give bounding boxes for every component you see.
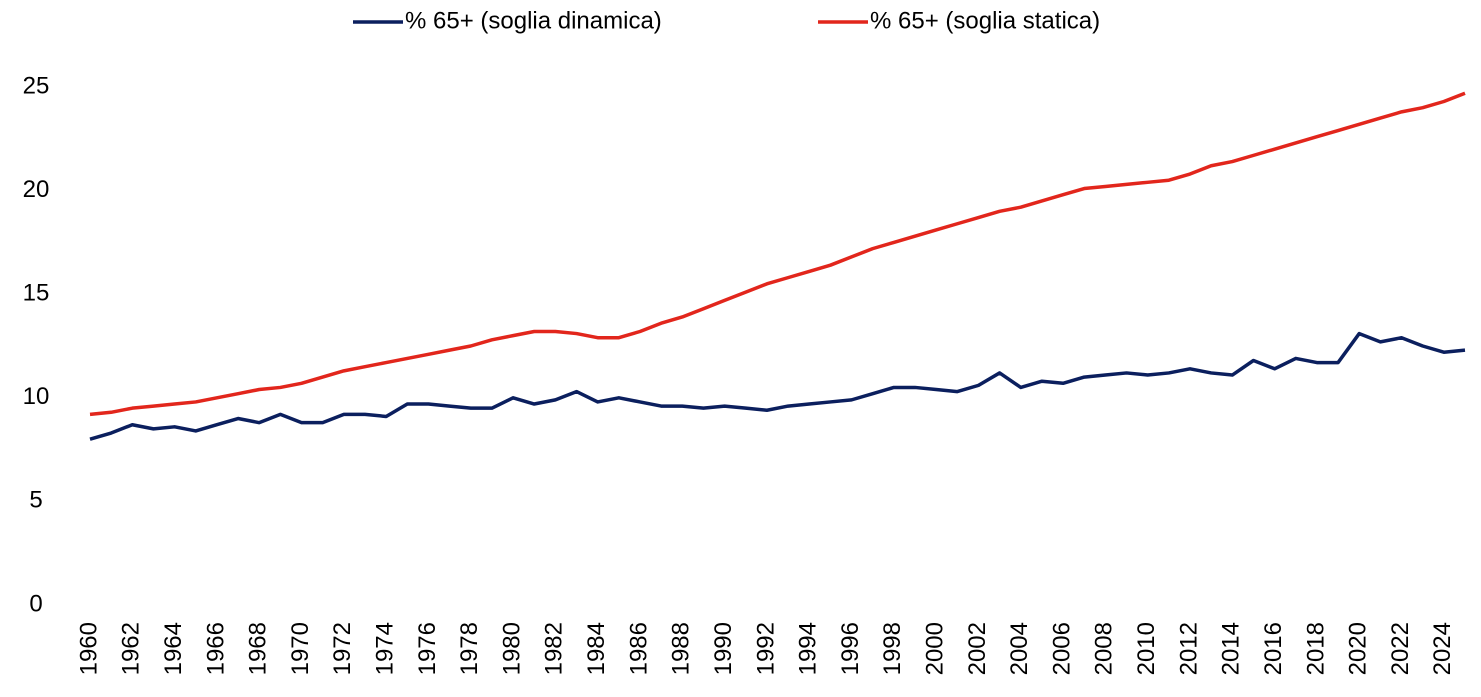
x-tick-label: 2004: [1006, 622, 1033, 675]
x-tick-label: 1980: [498, 622, 525, 675]
x-tick-label: 1966: [202, 622, 229, 675]
x-tick-label: 2016: [1260, 622, 1287, 675]
x-tick-label: 2010: [1133, 622, 1160, 675]
x-tick-label: 1976: [414, 622, 441, 675]
y-tick-label: 5: [29, 487, 42, 514]
legend-label: % 65+ (soglia dinamica): [405, 7, 662, 34]
x-tick-label: 2014: [1218, 622, 1245, 675]
series-line: [89, 91, 1466, 417]
x-tick-label: 2006: [1048, 622, 1075, 675]
x-tick-label: 1988: [668, 622, 695, 675]
x-tick-label: 2020: [1345, 622, 1372, 675]
x-tick-label: 1982: [541, 622, 568, 675]
x-tick-label: 1996: [837, 622, 864, 675]
x-tick-label: 2012: [1175, 622, 1202, 675]
x-tick-label: 1984: [583, 622, 610, 675]
x-tick-label: 2000: [921, 622, 948, 675]
x-tick-label: 2018: [1302, 622, 1329, 675]
y-tick-label: 15: [23, 280, 50, 307]
x-tick-label: 2008: [1091, 622, 1118, 675]
x-tick-label: 1990: [710, 622, 737, 675]
x-tick-label: 1998: [879, 622, 906, 675]
y-tick-label: 0: [29, 590, 42, 617]
x-tick-label: 1974: [371, 622, 398, 675]
x-tick-label: 1960: [75, 622, 102, 675]
x-tick-label: 1970: [287, 622, 314, 675]
x-tick-label: 1972: [329, 622, 356, 675]
series-line: [89, 331, 1466, 441]
x-tick-label: 1992: [752, 622, 779, 675]
x-tick-label: 1978: [456, 622, 483, 675]
x-tick-label: 1986: [625, 622, 652, 675]
x-tick-label: 1962: [118, 622, 145, 675]
x-tick-label: 2024: [1429, 622, 1456, 675]
y-tick-label: 20: [23, 176, 50, 203]
y-tick-label: 10: [23, 383, 50, 410]
x-tick-label: 1994: [795, 622, 822, 675]
x-tick-label: 2022: [1387, 622, 1414, 675]
legend-label: % 65+ (soglia statica): [870, 7, 1100, 34]
x-tick-label: 1964: [160, 622, 187, 675]
x-tick-label: 2002: [964, 622, 991, 675]
y-tick-label: 25: [23, 72, 50, 99]
x-tick-label: 1968: [245, 622, 272, 675]
